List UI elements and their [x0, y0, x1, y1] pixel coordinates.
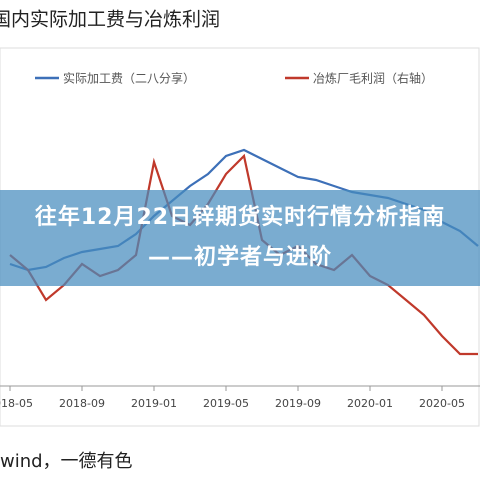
- x-tick-label: 2018-05: [0, 397, 33, 410]
- x-tick-label: 2019-05: [203, 397, 249, 410]
- x-tick-label: 2019-01: [131, 397, 177, 410]
- source: wind，一德有色: [0, 451, 133, 472]
- overlay-band: [0, 190, 480, 286]
- legend-label: 冶炼厂毛利润（右轴）: [313, 71, 433, 86]
- x-tick-label: 2018-09: [59, 397, 105, 410]
- chart-title: 国内实际加工费与冶炼利润: [0, 9, 220, 31]
- x-tick-label: 2019-09: [275, 397, 321, 410]
- overlay-title: 往年12月22日锌期货实时行情分析指南——初学者与进阶: [34, 205, 446, 270]
- x-tick-label: 2020-01: [347, 397, 393, 410]
- x-tick-label: 2020-05: [419, 397, 465, 410]
- legend-label: 实际加工费（二八分享）: [63, 71, 195, 86]
